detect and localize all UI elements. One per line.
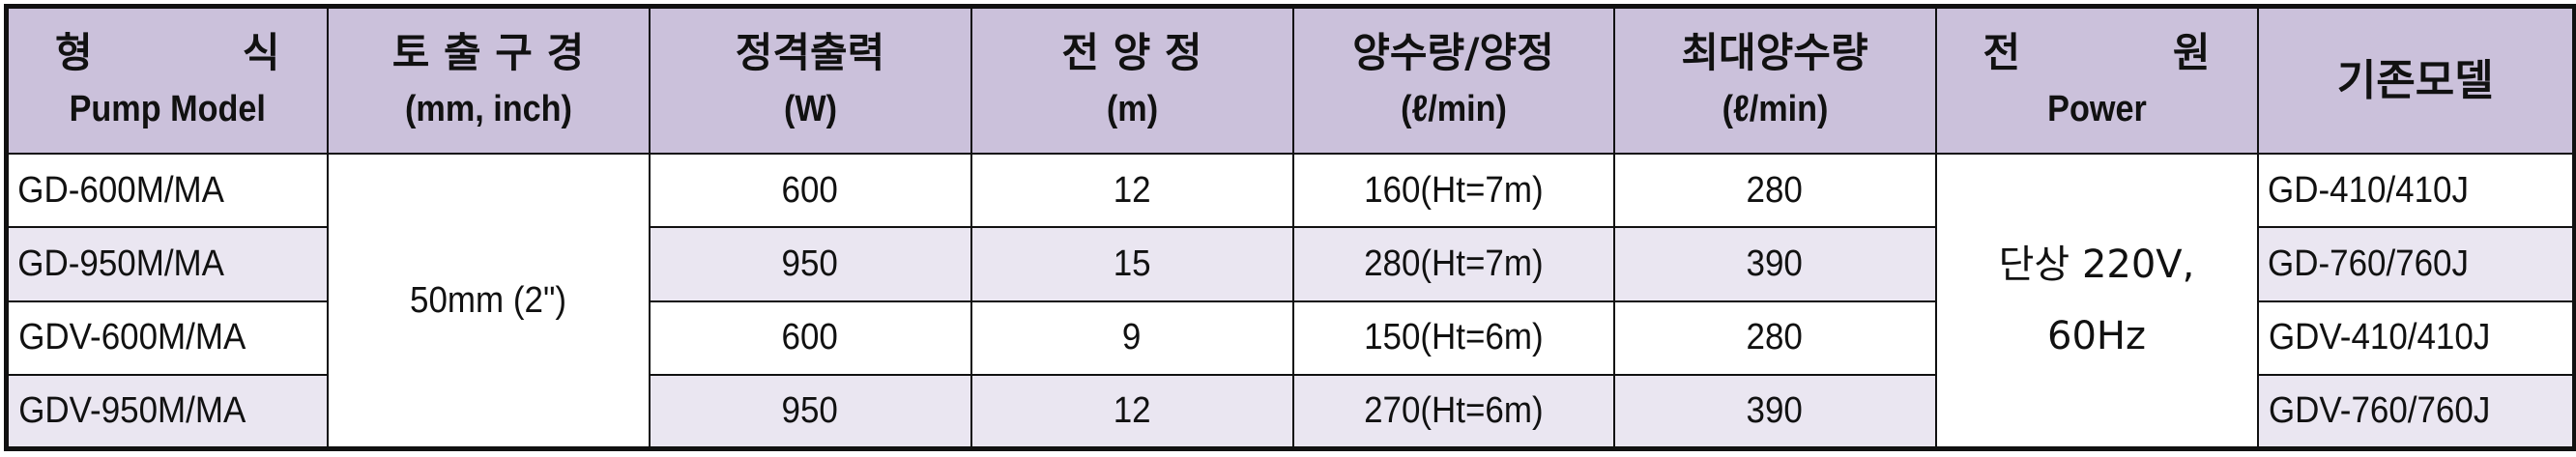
header-power-output: 정격출력 (W) — [648, 5, 972, 156]
header-model: 형 식 Pump Model — [5, 5, 329, 156]
legacy-text: GD-410/410J — [2267, 169, 2469, 211]
cell-flow: 160(Ht=7m) — [1291, 153, 1615, 229]
legacy-text: GDV-410/410J — [2268, 317, 2490, 358]
cell-flow: 280(Ht=7m) — [1291, 226, 1615, 302]
cell-legacy: GDV-760/760J — [2256, 374, 2576, 450]
legacy-text: GDV-760/760J — [2268, 390, 2490, 432]
cell-head: 12 — [970, 153, 1294, 229]
power-line2: 60Hz — [2047, 314, 2146, 359]
header-flow-ko: 양수량/양정 — [1352, 28, 1554, 76]
power-line1: 단상 220V, — [1998, 243, 2195, 288]
cell-watts: 950 — [648, 226, 972, 302]
cell-watts: 600 — [648, 153, 972, 229]
header-power-ko: 전 원 — [1983, 28, 2211, 76]
cell-power: 단상 220V, 60Hz — [1934, 153, 2259, 450]
table-row: GD-950M/MA 950 15 280(Ht=7m) 390 GD-760/… — [5, 226, 2576, 302]
model-text: GD-600M/MA — [17, 169, 224, 211]
header-row: 형 식 Pump Model 토 출 구 경 (mm, inch) 정격출력 (… — [5, 5, 2576, 156]
header-power-output-en: (W) — [783, 88, 837, 129]
head-text: 15 — [1113, 243, 1151, 285]
model-text: GDV-950M/MA — [18, 390, 246, 432]
cell-bore: 50mm (2") — [326, 153, 651, 450]
cell-legacy: GDV-410/410J — [2256, 300, 2576, 377]
cell-legacy: GD-410/410J — [2256, 153, 2576, 229]
header-head-ko: 전 양 정 — [1061, 28, 1202, 76]
header-head: 전 양 정 (m) — [970, 5, 1294, 156]
head-text: 9 — [1122, 317, 1142, 358]
bore-text: 50mm (2") — [409, 279, 566, 321]
table-row: GDV-950M/MA 950 12 270(Ht=6m) 390 GDV-76… — [5, 374, 2576, 450]
cell-head: 9 — [970, 300, 1294, 377]
cell-head: 12 — [970, 374, 1294, 450]
cell-model: GDV-600M/MA — [5, 300, 329, 377]
watts-text: 600 — [781, 169, 839, 211]
header-flow-en: (ℓ/min) — [1400, 88, 1507, 129]
table-row: GD-600M/MA 50mm (2") 600 12 160(Ht=7m) 2… — [5, 153, 2576, 450]
cell-model: GDV-950M/MA — [5, 374, 329, 450]
cell-model: GD-950M/MA — [5, 226, 329, 302]
header-legacy: 기존모델 — [2256, 5, 2576, 156]
header-bore-ko: 토 출 구 경 — [391, 28, 585, 76]
header-bore-en: (mm, inch) — [404, 88, 572, 129]
watts-text: 950 — [781, 243, 839, 285]
header-model-ko: 형 식 — [55, 28, 280, 76]
max-flow-text: 280 — [1746, 317, 1804, 358]
header-max-flow: 최대양수량 (ℓ/min) — [1612, 5, 1937, 156]
cell-max-flow: 280 — [1612, 300, 1937, 377]
pump-spec-table: 형 식 Pump Model 토 출 구 경 (mm, inch) 정격출력 (… — [4, 4, 2576, 451]
model-text: GD-950M/MA — [17, 243, 224, 285]
watts-text: 600 — [781, 317, 839, 358]
header-power: 전 원 Power — [1934, 5, 2259, 156]
cell-flow: 270(Ht=6m) — [1291, 374, 1615, 450]
cell-model: GD-600M/MA — [5, 153, 329, 229]
header-max-flow-en: (ℓ/min) — [1722, 88, 1828, 129]
header-flow: 양수량/양정 (ℓ/min) — [1291, 5, 1615, 156]
table-row: GDV-600M/MA 600 9 150(Ht=6m) 280 GDV-410… — [5, 300, 2576, 377]
cell-watts: 600 — [648, 300, 972, 377]
head-text: 12 — [1113, 390, 1151, 432]
model-text: GDV-600M/MA — [18, 317, 246, 358]
header-power-output-ko: 정격출력 — [735, 28, 885, 76]
cell-head: 15 — [970, 226, 1294, 302]
watts-text: 950 — [781, 390, 839, 432]
max-flow-text: 280 — [1746, 169, 1804, 211]
cell-max-flow: 390 — [1612, 226, 1937, 302]
cell-max-flow: 390 — [1612, 374, 1937, 450]
head-text: 12 — [1113, 169, 1151, 211]
cell-legacy: GD-760/760J — [2256, 226, 2576, 302]
max-flow-text: 390 — [1746, 243, 1804, 285]
cell-watts: 950 — [648, 374, 972, 450]
header-head-en: (m) — [1106, 88, 1158, 129]
header-model-en: Pump Model — [69, 88, 266, 129]
flow-text: 160(Ht=7m) — [1363, 169, 1544, 211]
header-max-flow-ko: 최대양수량 — [1681, 28, 1868, 76]
max-flow-text: 390 — [1746, 390, 1804, 432]
header-bore: 토 출 구 경 (mm, inch) — [326, 5, 651, 156]
header-power-en: Power — [2046, 88, 2147, 129]
flow-text: 270(Ht=6m) — [1363, 390, 1544, 432]
flow-text: 280(Ht=7m) — [1363, 243, 1544, 285]
legacy-text: GD-760/760J — [2267, 243, 2469, 285]
header-legacy-ko: 기존모델 — [2336, 55, 2494, 105]
flow-text: 150(Ht=6m) — [1363, 317, 1544, 358]
cell-flow: 150(Ht=6m) — [1291, 300, 1615, 377]
cell-max-flow: 280 — [1612, 153, 1937, 229]
